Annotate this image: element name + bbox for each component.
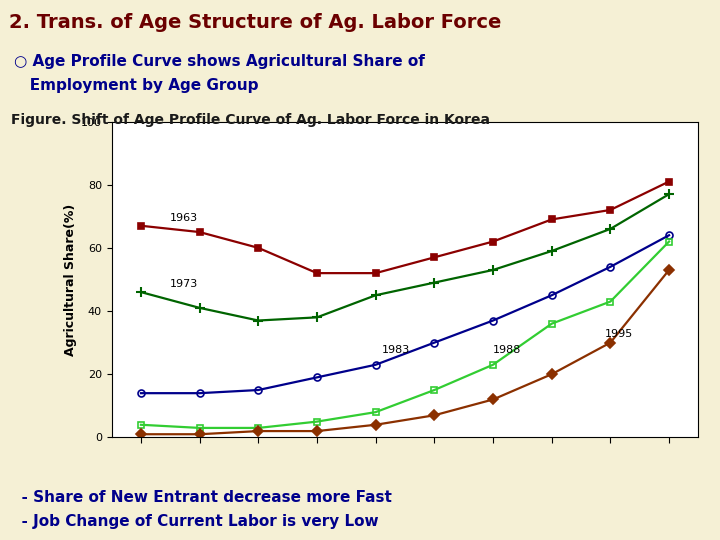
Text: 1963: 1963 bbox=[171, 213, 199, 222]
Text: Figure. Shift of Age Profile Curve of Ag. Labor Force in Korea: Figure. Shift of Age Profile Curve of Ag… bbox=[11, 113, 490, 127]
Text: - Share of New Entrant decrease more Fast: - Share of New Entrant decrease more Fas… bbox=[11, 490, 392, 505]
Text: ○ Age Profile Curve shows Agricultural Share of: ○ Age Profile Curve shows Agricultural S… bbox=[14, 54, 426, 69]
Text: Employment by Age Group: Employment by Age Group bbox=[14, 78, 259, 93]
Text: 2. Trans. of Age Structure of Ag. Labor Force: 2. Trans. of Age Structure of Ag. Labor … bbox=[9, 14, 501, 32]
Text: 1995: 1995 bbox=[605, 329, 633, 340]
Text: 1973: 1973 bbox=[171, 279, 199, 289]
Text: - Job Change of Current Labor is very Low: - Job Change of Current Labor is very Lo… bbox=[11, 514, 379, 529]
Text: 1983: 1983 bbox=[382, 345, 410, 355]
Text: 1988: 1988 bbox=[493, 345, 521, 355]
Y-axis label: Agricultural Share(%): Agricultural Share(%) bbox=[63, 204, 77, 355]
